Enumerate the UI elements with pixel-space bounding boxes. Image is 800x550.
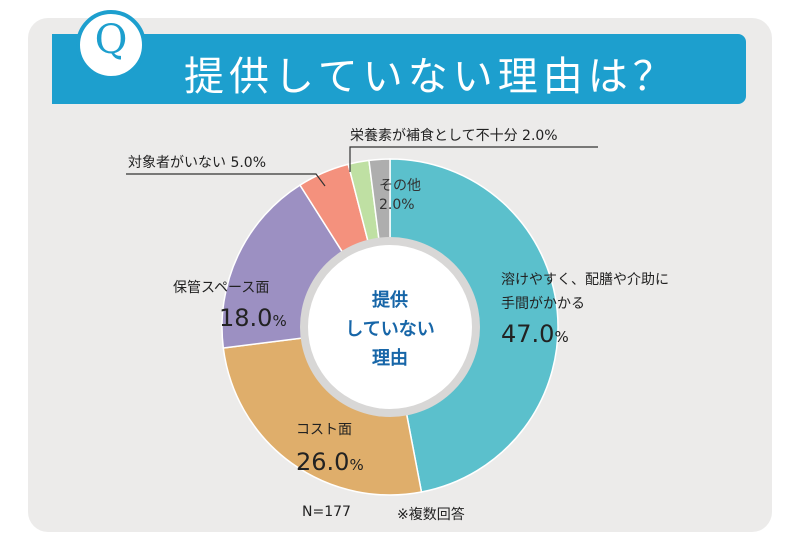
value-s1: 47.0% xyxy=(501,322,669,349)
multiple-answer-note: ※複数回答 xyxy=(397,507,465,523)
value-s2: 26.0% xyxy=(296,450,364,477)
label-s3-line: 保管スペース面 xyxy=(173,280,270,296)
center-label-line: していない xyxy=(345,319,435,340)
center-label-line: 提供 xyxy=(372,290,408,311)
q-letter: Q xyxy=(94,17,128,63)
label-s1-line: 手間がかかる xyxy=(501,296,585,312)
label-s6: その他 2.0% xyxy=(379,177,421,215)
q-badge xyxy=(76,10,146,80)
value-s1-unit: % xyxy=(554,328,569,346)
value-s6: 2.0% xyxy=(379,197,415,213)
value-s3-unit: % xyxy=(272,312,287,330)
center-disc xyxy=(308,245,472,409)
label-s5-text: 栄養素が補食として不十分 xyxy=(350,128,518,144)
label-s2: コスト面 26.0% xyxy=(296,418,364,477)
title-banner xyxy=(52,34,746,104)
label-s2-line: コスト面 xyxy=(296,422,352,438)
label-s3: 保管スペース面 18.0% xyxy=(173,276,287,333)
page-title: 提供していない理由は？ xyxy=(184,54,678,100)
label-s4: 対象者がいない 5.0% xyxy=(128,152,266,172)
value-s5: 2.0% xyxy=(522,128,558,144)
leader-line-s5 xyxy=(349,146,598,172)
value-s3: 18.0% xyxy=(219,306,287,333)
label-s5: 栄養素が補食として不十分 2.0% xyxy=(350,125,558,145)
label-s4-text: 対象者がいない xyxy=(128,155,226,171)
value-s2-number: 26.0 xyxy=(296,448,350,476)
label-s1-line: 溶けやすく、配膳や介助に xyxy=(501,272,669,288)
value-s4: 5.0% xyxy=(230,155,267,171)
value-s2-unit: % xyxy=(349,456,364,474)
center-label-line: 理由 xyxy=(372,348,408,369)
leader-line-s4 xyxy=(126,173,326,187)
label-s1: 溶けやすく、配膳や介助に 手間がかかる 47.0% xyxy=(501,268,669,349)
value-s1-number: 47.0 xyxy=(501,320,555,348)
label-s6-text: その他 xyxy=(379,178,421,194)
center-label: 提供 していない 理由 xyxy=(318,286,462,373)
value-s3-number: 18.0 xyxy=(219,304,273,332)
sample-size-note: N=177 xyxy=(302,504,351,520)
